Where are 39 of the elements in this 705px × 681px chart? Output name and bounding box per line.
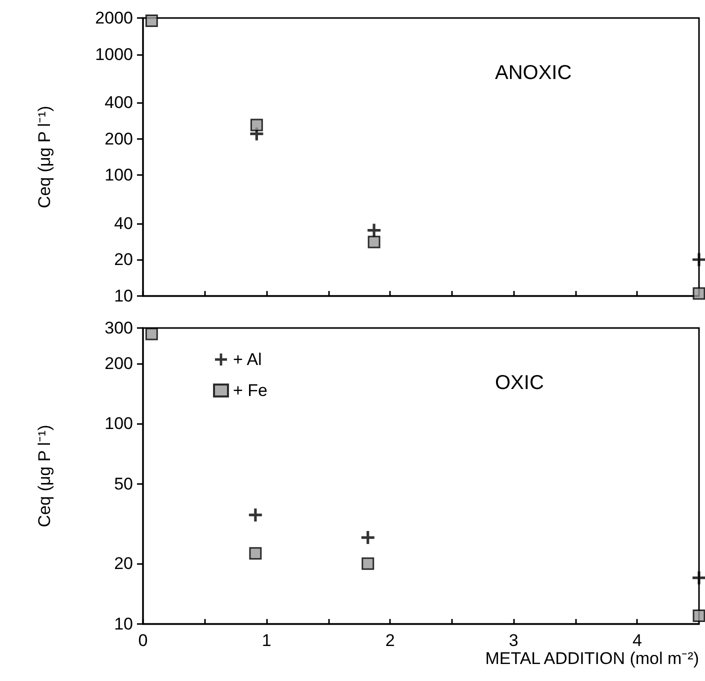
y-tick-label: 40 [114,214,133,233]
point [368,224,381,237]
y-tick-label: 2000 [95,8,133,28]
point [145,328,158,340]
x-tick-label: 3 [508,631,518,650]
x-tick-label: 1 [262,631,272,650]
y-tick-label: 200 [104,129,133,148]
y-tick-label: 10 [114,614,133,634]
point [368,236,380,248]
y-axis-title: Ceq (μg P l⁻¹) [35,424,54,528]
point [250,118,263,132]
y-tick-label: 400 [104,92,133,112]
text: OXIC [495,372,544,394]
point [692,287,705,300]
x-tick-label: 2 [385,631,395,650]
point [248,508,262,522]
point [362,557,374,570]
point [361,531,374,544]
y-axis-title: Ceq (μg P l⁻¹) [35,106,54,208]
point [692,609,705,622]
y-tick-label: 1000 [95,44,133,64]
y-tick-label: 100 [104,166,133,185]
y-tick-label: 200 [104,354,133,373]
legend-label: + Al [233,350,262,369]
x-tick-label: 0 [138,631,148,650]
y-tick-label: 20 [114,554,133,574]
point [692,571,705,584]
y-tick-label: 300 [104,318,133,338]
y-tick-label: 10 [114,286,133,306]
y-tick-label: 20 [114,250,133,270]
legend-label: + Fe [233,381,268,400]
point [145,14,158,27]
point [249,547,262,560]
point [692,253,705,266]
y-tick-label: 100 [104,414,133,434]
y-tick-label: 50 [114,474,133,494]
text: ANOXIC [495,62,572,84]
x-tick-label: 4 [632,631,642,650]
x-axis-title: METAL ADDITION (mol m⁻²) [485,649,699,668]
